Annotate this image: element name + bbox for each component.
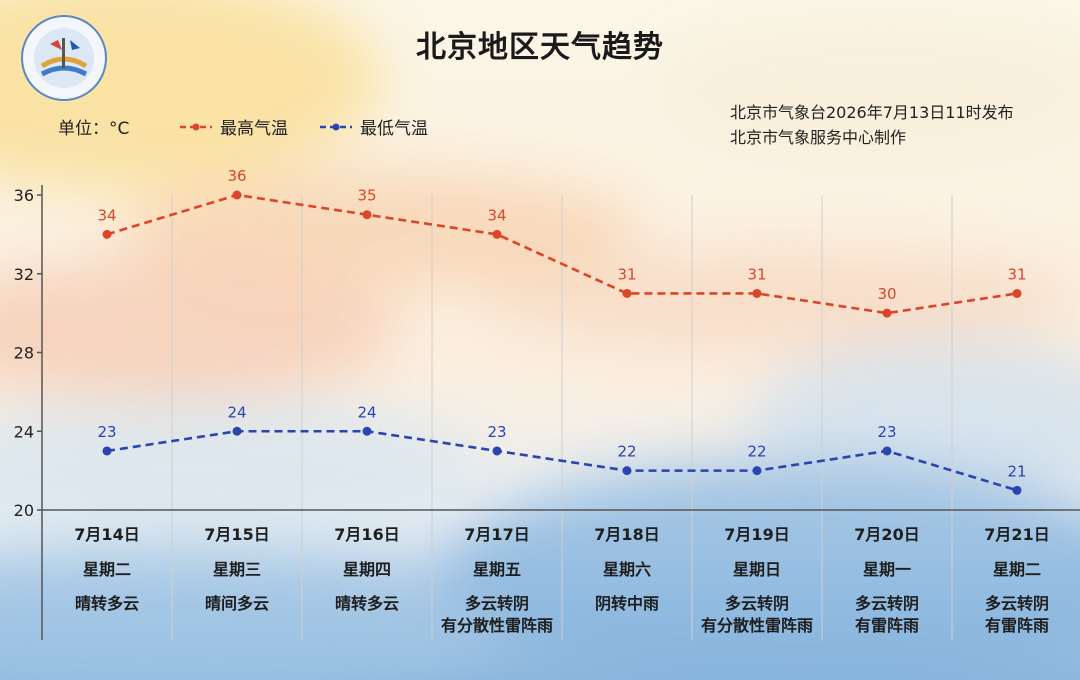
data-point <box>1012 288 1022 298</box>
day-date: 7月14日 <box>74 525 140 544</box>
data-point <box>752 288 762 298</box>
data-point <box>232 426 242 436</box>
day-weekday: 星期一 <box>862 560 911 579</box>
data-label: 30 <box>877 285 896 303</box>
day-date: 7月16日 <box>334 525 400 544</box>
day-date: 7月17日 <box>464 525 530 544</box>
data-label: 31 <box>1007 265 1026 283</box>
legend-low: 最低气温 <box>318 114 428 139</box>
y-tick-label: 32 <box>14 265 34 284</box>
data-label: 34 <box>97 206 116 224</box>
data-point <box>102 446 112 456</box>
data-point <box>622 288 632 298</box>
issuer-line-2: 北京市气象服务中心制作 <box>730 128 907 147</box>
day-weekday: 星期二 <box>992 560 1041 579</box>
data-point <box>492 229 502 239</box>
day-date: 7月19日 <box>724 525 790 544</box>
data-label: 24 <box>357 403 376 421</box>
day-weather: 有分散性雷阵雨 <box>700 616 813 635</box>
data-point <box>882 308 892 318</box>
legend-high: 最高气温 <box>178 114 288 139</box>
data-point <box>362 426 372 436</box>
day-weather: 晴间多云 <box>204 594 269 613</box>
data-point <box>1012 485 1022 495</box>
day-weekday: 星期日 <box>732 560 781 579</box>
legend-high-marker-icon <box>180 123 212 130</box>
y-tick-label: 28 <box>14 344 34 363</box>
day-date: 7月18日 <box>594 525 660 544</box>
unit-label: 单位：°C <box>58 119 130 139</box>
data-label: 35 <box>357 187 376 205</box>
series-line-low <box>106 429 1018 492</box>
day-weather: 有雷阵雨 <box>984 616 1049 635</box>
data-label: 31 <box>747 265 766 283</box>
data-label: 34 <box>487 206 506 224</box>
day-weather: 多云转阴 <box>854 594 919 613</box>
day-date: 7月15日 <box>204 525 270 544</box>
y-tick-label: 20 <box>14 501 34 520</box>
meteorological-service-logo-icon <box>21 15 107 101</box>
day-weather: 多云转阴 <box>464 594 529 613</box>
day-weather: 晴转多云 <box>334 594 399 613</box>
day-weather: 多云转阴 <box>724 594 789 613</box>
data-label: 21 <box>1007 462 1026 480</box>
day-weekday: 星期二 <box>82 560 131 579</box>
day-date: 7月21日 <box>984 525 1050 544</box>
data-point <box>882 446 892 456</box>
data-point <box>622 466 632 476</box>
day-weekday: 星期四 <box>342 560 391 579</box>
data-label: 24 <box>227 403 246 421</box>
day-weekday: 星期六 <box>602 560 651 579</box>
y-tick-label: 24 <box>14 422 34 441</box>
data-label: 22 <box>617 443 636 461</box>
issuer-info: 北京市气象台2026年7月13日11时发布 北京市气象服务中心制作 <box>730 100 1014 150</box>
data-label: 36 <box>227 167 246 185</box>
data-label: 23 <box>877 423 896 441</box>
data-point <box>232 190 242 200</box>
data-label: 22 <box>747 443 766 461</box>
y-tick-label: 36 <box>14 186 34 205</box>
data-point <box>492 446 502 456</box>
day-date: 7月20日 <box>854 525 920 544</box>
day-weather: 有分散性雷阵雨 <box>440 616 553 635</box>
day-weekday: 星期三 <box>212 560 261 579</box>
page-title: 北京地区天气趋势 <box>416 30 664 65</box>
day-weekday: 星期五 <box>472 560 521 579</box>
data-label: 31 <box>617 265 636 283</box>
data-label: 23 <box>97 423 116 441</box>
legend-low-label: 最低气温 <box>360 119 428 139</box>
data-point <box>362 210 372 220</box>
legend-high-label: 最高气温 <box>220 119 288 139</box>
day-weather: 多云转阴 <box>984 594 1049 613</box>
day-weather: 阴转中雨 <box>594 594 659 613</box>
day-weather: 有雷阵雨 <box>854 616 919 635</box>
data-label: 23 <box>487 423 506 441</box>
data-point <box>102 229 112 239</box>
issuer-line-1: 北京市气象台2026年7月13日11时发布 <box>730 103 1014 122</box>
legend-low-marker-icon <box>320 123 352 130</box>
day-weather: 晴转多云 <box>74 594 139 613</box>
data-point <box>752 466 762 476</box>
series-line-high <box>106 193 1018 315</box>
